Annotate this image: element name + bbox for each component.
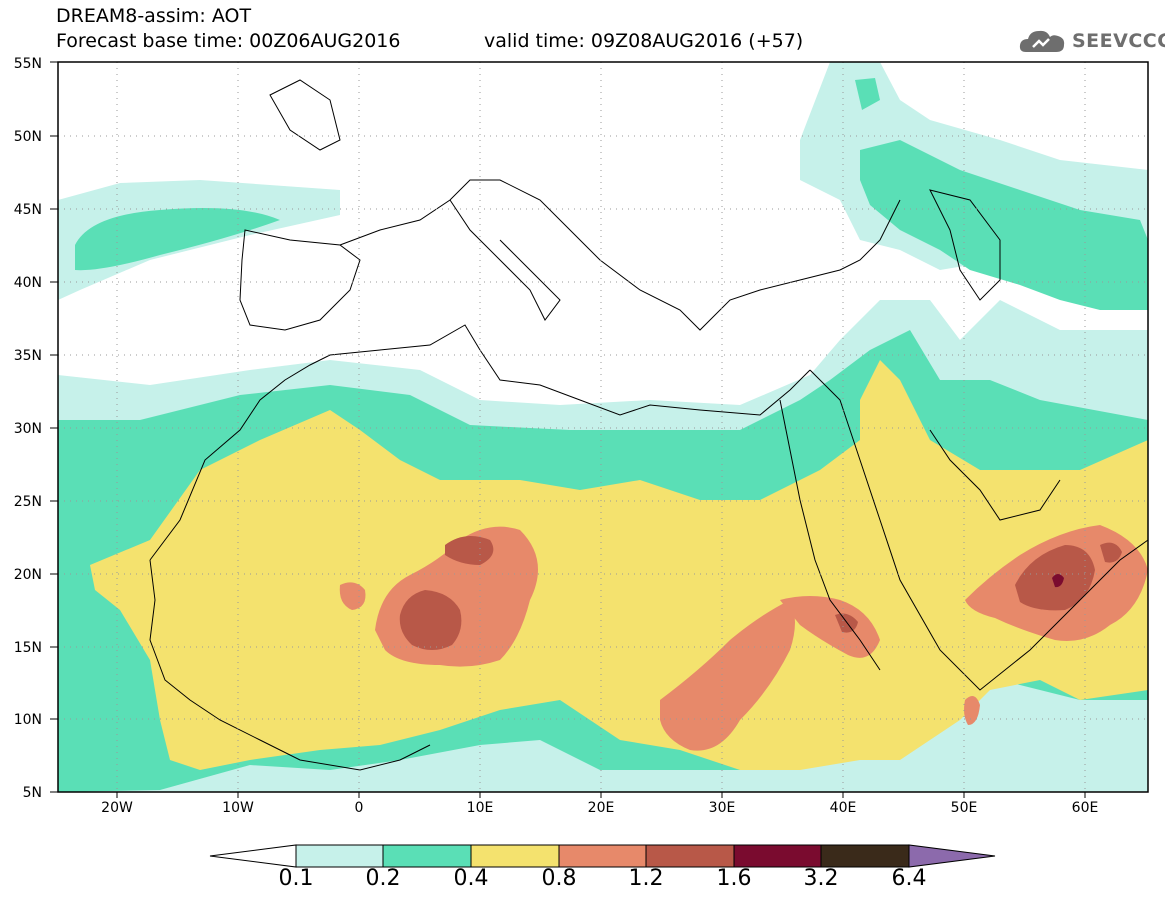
colorbar-segment: [295, 844, 384, 868]
lat-label: 20N: [14, 567, 42, 583]
lat-label: 10N: [14, 712, 42, 728]
lon-label: 50E: [951, 800, 978, 816]
aot-contour-0.2: [75, 207, 280, 271]
colorbar-label: 1.6: [716, 866, 752, 891]
colorbar-label: 1.2: [628, 866, 664, 891]
lon-label: 30E: [709, 800, 736, 816]
lat-label: 25N: [14, 494, 42, 510]
colorbar-segment: [820, 844, 910, 868]
coastline-italy: [449, 199, 561, 321]
seevccc-logo: SEEVCCC: [1018, 24, 1165, 58]
coastline-north-africa: [149, 324, 811, 561]
coastline-british-isles: [269, 79, 341, 151]
map-frame: [57, 61, 1149, 793]
colorbar-label: 0.1: [278, 866, 314, 891]
lon-label: 60E: [1072, 800, 1099, 816]
aot-contour-0.8: [660, 600, 795, 751]
aot-contour-1.2: [1100, 542, 1122, 563]
coastline-iberia: [239, 229, 361, 331]
lat-label: 55N: [14, 56, 42, 72]
forecast-base-time: Forecast base time: 00Z06AUG2016: [56, 30, 401, 52]
lon-label: 10E: [467, 800, 494, 816]
lat-label: 40N: [14, 275, 42, 291]
colorbar-segment: [645, 844, 735, 868]
aot-contour-0.8: [780, 596, 880, 658]
aot-contour-1.6: [1052, 574, 1064, 588]
lon-label: 10W: [222, 800, 254, 816]
coastline-west-africa: [149, 559, 431, 771]
aot-field: [58, 62, 1148, 792]
colorbar-segment: [558, 844, 647, 868]
colorbar-label: 0.8: [541, 866, 577, 891]
lon-labels: 20W 10W 0 10E 20E 30E 40E 50E 60E: [101, 800, 1098, 816]
lat-labels: 55N 50N 45N 40N 35N 30N 25N 20N 15N 10N …: [14, 56, 42, 801]
coastline-arabia: [809, 369, 1148, 691]
aot-contour-1.2: [445, 536, 494, 565]
aot-contour-0.8: [339, 582, 366, 610]
lat-label: 45N: [14, 202, 42, 218]
cloud-icon: [1019, 30, 1065, 52]
colorbar-over-arrow: [908, 844, 996, 868]
map-title: DREAM8-assim: AOT: [56, 5, 252, 27]
lon-label: 20W: [101, 800, 133, 816]
aot-contour-0.2: [855, 78, 880, 110]
coastlines: [149, 79, 1148, 771]
lat-label: 5N: [23, 785, 42, 801]
lat-ticks: [50, 61, 58, 793]
lat-label: 50N: [14, 129, 42, 145]
colorbar-label: 3.2: [803, 866, 839, 891]
coastline-caspian: [929, 189, 1001, 301]
colorbar-segment: [382, 844, 472, 868]
aot-contour-0.4: [90, 360, 1148, 770]
aot-contour-0.2: [860, 140, 1148, 310]
logo-text: SEEVCCC: [1072, 30, 1165, 52]
valid-time: valid time: 09Z08AUG2016 (+57): [484, 30, 804, 52]
colorbar-segment: [733, 844, 822, 868]
lat-label: 30N: [14, 421, 42, 437]
aot-contour-1.2: [399, 590, 462, 650]
coastline-red-sea: [779, 399, 881, 671]
colorbar: [209, 844, 996, 868]
lon-label: 40E: [830, 800, 857, 816]
colorbar-segment: [470, 844, 560, 868]
coastline-europe: [339, 179, 901, 331]
colorbar-label: 0.4: [453, 866, 489, 891]
lon-label: 0: [355, 800, 364, 816]
lat-label: 35N: [14, 348, 42, 364]
lat-label: 15N: [14, 640, 42, 656]
lon-ticks: [116, 792, 1086, 798]
coastline-persian-gulf: [929, 429, 1061, 521]
colorbar-label: 6.4: [891, 866, 927, 891]
aot-contour-0.8: [964, 696, 980, 725]
colorbar-label: 0.2: [365, 866, 401, 891]
aot-contour-1.2: [835, 613, 858, 633]
colorbar-under-arrow: [209, 844, 297, 868]
lon-label: 20E: [588, 800, 615, 816]
